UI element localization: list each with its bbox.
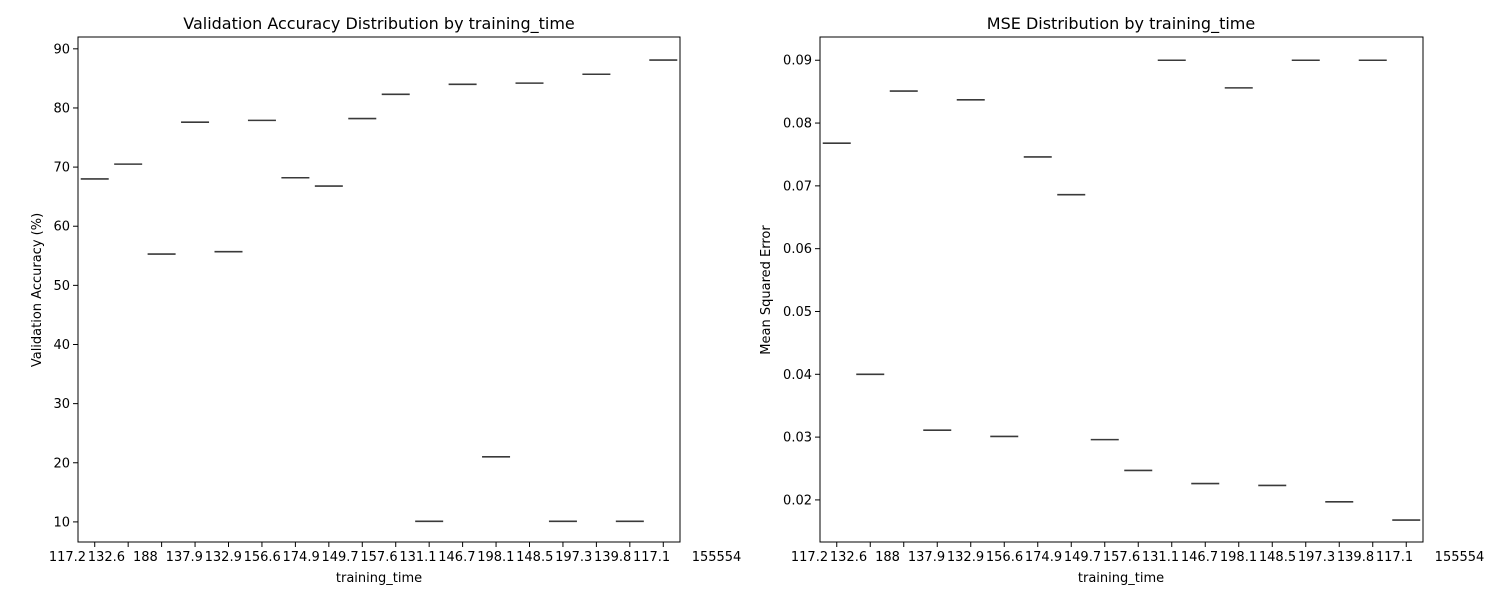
x-tick-label: 117.1 — [1376, 550, 1413, 565]
chart-right-xticks: 117.2 132.6 188 137.9 132.9 156.6 174.9 149.7 15… — [791, 542, 1484, 565]
x-tick-label: 197.3 — [555, 550, 592, 565]
x-tick-label: 139.8 — [1337, 550, 1374, 565]
y-tick-label: 0.09 — [783, 54, 812, 69]
x-tick-label: 146.7 — [1181, 550, 1218, 565]
x-tick-label: 131.1 — [399, 550, 436, 565]
chart-left-xticks: 117.2 132.6 188 137.9 132.9 156.6 174.9 149.7 15… — [49, 542, 741, 565]
x-tick-label: 156.6 — [986, 550, 1023, 565]
x-tick-label: 188 — [875, 550, 900, 565]
y-tick-label: 0.05 — [783, 305, 812, 320]
chart-right-plot-frame — [819, 36, 1424, 543]
y-tick-label: 80 — [53, 101, 70, 116]
x-tick-label: 132.9 — [947, 550, 984, 565]
y-tick-label: 60 — [53, 220, 70, 235]
x-tick-label: 131.1 — [1142, 550, 1179, 565]
x-tick-label: 146.7 — [438, 550, 475, 565]
x-tick-label: 139.8 — [594, 550, 631, 565]
chart-right-xlabel: training_time — [1078, 571, 1164, 586]
chart-left-title: Validation Accuracy Distribution by trai… — [183, 14, 575, 34]
y-tick-label: 50 — [53, 279, 70, 294]
y-tick-label: 70 — [53, 161, 70, 176]
chart-left-xlabel: training_time — [336, 571, 422, 586]
x-tick-label: 132.6 — [88, 550, 125, 565]
y-tick-label: 30 — [53, 397, 70, 412]
x-tick-label: 132.9 — [205, 550, 242, 565]
x-tick-label: 188 — [133, 550, 158, 565]
x-tick-label: 149.7 — [1064, 550, 1101, 565]
y-tick-label: 20 — [53, 456, 70, 471]
x-tick-label: 156.6 — [244, 550, 281, 565]
x-tick-label: 148.5 — [1259, 550, 1296, 565]
y-tick-label: 0.07 — [783, 179, 812, 194]
x-tick-label: 117.1 — [633, 550, 670, 565]
chart-right: MSE Distribution by training_time 0.020.… — [759, 14, 1484, 586]
y-tick-label: 0.06 — [783, 242, 812, 257]
x-tick-label: 132.6 — [830, 550, 867, 565]
x-tick-label: 157.6 — [360, 550, 397, 565]
x-tick-label: 148.5 — [516, 550, 553, 565]
chart-left-plot-frame — [77, 36, 681, 543]
x-tick-label: 198.1 — [477, 550, 514, 565]
chart-left-medians — [80, 59, 678, 523]
y-tick-label: 0.03 — [783, 431, 812, 446]
y-tick-label: 0.04 — [783, 368, 812, 383]
chart-left: Validation Accuracy Distribution by trai… — [30, 14, 741, 586]
x-tick-label: 117.2 — [791, 550, 828, 565]
x-tick-label: 149.7 — [321, 550, 358, 565]
y-tick-label: 90 — [53, 42, 70, 57]
x-tick-label: 117.2 — [49, 550, 86, 565]
chart-left-ylabel: Validation Accuracy (%) — [30, 213, 45, 367]
x-tick-label: 174.9 — [283, 550, 320, 565]
x-tick-label: 137.9 — [166, 550, 203, 565]
chart-right-ylabel: Mean Squared Error — [759, 225, 774, 355]
y-tick-label: 0.02 — [783, 493, 812, 508]
x-tick-label: 155554 — [692, 550, 742, 565]
x-tick-label: 155554 — [1435, 550, 1485, 565]
y-tick-label: 0.08 — [783, 117, 812, 132]
x-tick-label: 137.9 — [908, 550, 945, 565]
x-tick-label: 197.3 — [1298, 550, 1335, 565]
x-tick-label: 174.9 — [1025, 550, 1062, 565]
chart-right-yticks: 0.02 0.03 0.04 0.05 0.06 0.07 0.08 0.09 — [783, 54, 820, 508]
x-tick-label: 198.1 — [1220, 550, 1257, 565]
x-tick-label: 157.6 — [1103, 550, 1140, 565]
y-tick-label: 10 — [53, 515, 70, 530]
y-tick-label: 40 — [53, 338, 70, 353]
chart-right-title: MSE Distribution by training_time — [987, 14, 1255, 34]
chart-right-medians — [822, 59, 1421, 521]
chart-left-yticks: 10 20 30 40 50 60 70 80 90 — [53, 42, 78, 530]
